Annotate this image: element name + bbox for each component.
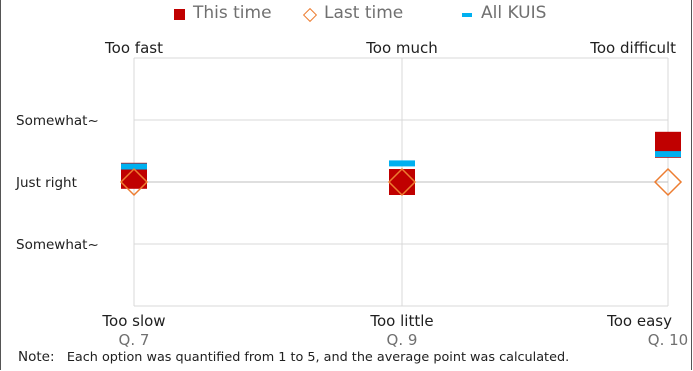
top-category-label: Too fast xyxy=(104,39,163,57)
chart-plot: Somewhat~ Just right Somewhat~ Too fast Too … xyxy=(15,39,688,349)
legend-label: Last time xyxy=(324,3,404,23)
y-tick-label: Somewhat~ xyxy=(16,113,99,129)
last-time-marker xyxy=(119,167,149,197)
note: Note: Each option was quantified from 1 … xyxy=(18,349,569,365)
all-kuis-marker xyxy=(121,163,147,170)
y-tick-label: Just right xyxy=(15,175,77,191)
all-kuis-marker xyxy=(389,160,415,167)
note-text: Each option was quantified from 1 to 5, … xyxy=(66,350,570,365)
legend-label: This time xyxy=(193,3,272,23)
this-time-marker xyxy=(389,169,415,195)
all-kuis-marker xyxy=(655,151,681,158)
bottom-category-label: Too slow xyxy=(101,312,165,330)
top-category-label: Too much xyxy=(365,39,438,57)
x-tick-label: Q. 7 xyxy=(119,331,150,349)
dash-marker-icon xyxy=(462,12,472,17)
legend: This time Last time All KUIS xyxy=(0,3,693,27)
x-tick-label: Q. 9 xyxy=(387,331,418,349)
legend-item-this-time: This time xyxy=(174,3,272,23)
legend-label: All KUIS xyxy=(481,3,547,23)
square-marker-icon xyxy=(174,9,185,20)
legend-item-all-kuis: All KUIS xyxy=(462,3,546,23)
note-label: Note: xyxy=(18,349,55,365)
bottom-category-label: Too little xyxy=(369,312,433,330)
last-time-marker xyxy=(653,167,683,197)
legend-item-last-time: Last time xyxy=(302,3,404,23)
top-category-label: Too difficult xyxy=(589,39,676,57)
bottom-category-label: Too easy xyxy=(606,312,672,330)
x-tick-label: Q. 10 xyxy=(648,331,688,349)
last-time-marker xyxy=(387,167,417,197)
y-tick-label: Somewhat~ xyxy=(16,237,99,253)
